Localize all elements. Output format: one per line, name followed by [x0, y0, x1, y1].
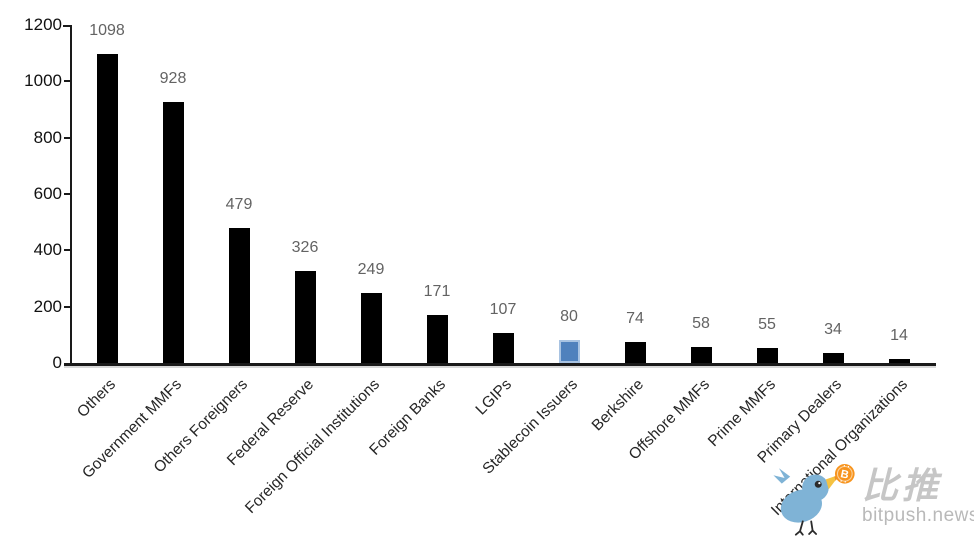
bar-foreign-banks	[426, 314, 448, 363]
bar-federal-reserve	[294, 271, 316, 363]
value-label-government-mmfs: 928	[159, 69, 187, 87]
bar-others-foreigners	[228, 228, 250, 363]
y-axis-tick-label: 800	[33, 127, 62, 147]
value-label-berkshire: 74	[626, 310, 644, 328]
y-axis-tick-label: 400	[33, 240, 62, 260]
value-label-international-organizations: 14	[890, 327, 908, 345]
bitpush-watermark-text: 比推 bitpush.news	[862, 468, 974, 528]
y-axis-tick-mark	[64, 249, 71, 252]
bar-primary-dealers	[822, 353, 844, 363]
value-label-primary-dealers: 34	[824, 321, 842, 339]
y-axis-tick-mark	[64, 305, 71, 308]
bar-lgips	[492, 332, 514, 363]
value-label-offshore-mmfs: 58	[692, 314, 710, 332]
value-label-lgips: 107	[489, 300, 517, 318]
svg-text:B: B	[839, 468, 849, 481]
value-label-others-foreigners: 479	[225, 196, 253, 214]
y-axis-tick-label: 600	[33, 184, 62, 203]
value-label-prime-mmfs: 55	[758, 315, 776, 333]
bitpush-watermark: B 比推 bitpush.news	[772, 462, 974, 536]
bar-berkshire	[624, 342, 646, 363]
bar-international-organizations	[888, 359, 910, 363]
y-axis-tick-mark	[64, 136, 71, 139]
x-axis-line	[64, 363, 936, 366]
watermark-domain: bitpush.news	[862, 505, 974, 526]
y-axis-line	[70, 25, 72, 365]
bar-offshore-mmfs	[690, 346, 712, 363]
y-axis-tick-mark	[64, 80, 71, 83]
value-label-others: 1098	[89, 21, 125, 39]
y-axis-tick-mark	[64, 193, 71, 195]
bar-stablecoin-issuers	[558, 340, 580, 363]
bitpush-bird-logo: B	[773, 464, 855, 536]
y-axis-top-tick	[63, 25, 72, 27]
bar-prime-mmfs	[756, 347, 778, 363]
watermark-brand-cn: 比推	[862, 465, 943, 506]
value-label-foreign-official-institutions: 249	[357, 260, 385, 278]
y-axis-tick-label: 1200	[24, 15, 62, 34]
value-label-stablecoin-issuers: 80	[560, 308, 578, 326]
value-label-federal-reserve: 326	[291, 239, 319, 257]
bar-others	[96, 53, 118, 363]
y-axis-tick-label: 0	[52, 353, 62, 372]
y-axis-tick-label: 200	[33, 296, 62, 316]
bar-government-mmfs	[162, 101, 184, 363]
bar-foreign-official-institutions	[360, 292, 382, 363]
y-axis-tick-label: 1000	[24, 71, 62, 91]
value-label-foreign-banks: 171	[423, 282, 451, 300]
